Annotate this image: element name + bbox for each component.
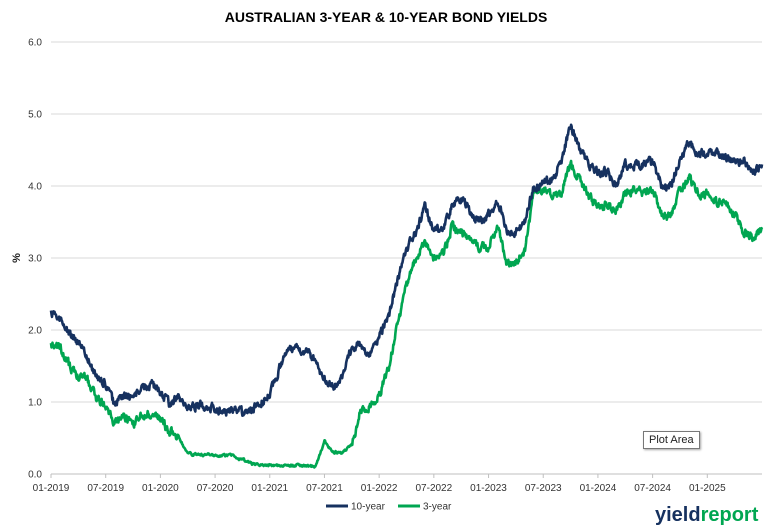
legend-label: 10-year bbox=[351, 502, 386, 513]
y-tick-label: 6.0 bbox=[28, 38, 42, 49]
y-tick-label: 4.0 bbox=[28, 182, 42, 193]
plot-area-tooltip: Plot Area bbox=[643, 431, 700, 449]
gridlines bbox=[51, 41, 762, 403]
y-tick-label: 0.0 bbox=[28, 470, 42, 481]
series-line-3-year bbox=[49, 159, 764, 469]
svg-text:yieldreport: yieldreport bbox=[655, 504, 759, 526]
y-tick-label: 1.0 bbox=[28, 398, 42, 409]
legend-label: 3-year bbox=[423, 502, 452, 513]
brand-yield: yield bbox=[655, 504, 701, 526]
x-tick-label: 07-2022 bbox=[415, 483, 452, 494]
y-tick-label: 3.0 bbox=[28, 254, 42, 265]
brand-report: report bbox=[701, 504, 759, 526]
y-axis: 0.0 1.0 2.0 3.0 4.0 5.0 6.0 bbox=[28, 38, 42, 481]
y-axis-label: % bbox=[11, 253, 23, 263]
x-tick-label: 01-2022 bbox=[361, 483, 398, 494]
x-tick-label: 01-2024 bbox=[580, 483, 617, 494]
series-lines bbox=[49, 123, 764, 469]
x-tick-label: 07-2024 bbox=[634, 483, 671, 494]
x-tick-label: 01-2019 bbox=[33, 483, 70, 494]
x-tick-label: 01-2023 bbox=[470, 483, 507, 494]
brand-logo: yieldreport bbox=[655, 504, 759, 526]
x-tick-label: 01-2020 bbox=[142, 483, 179, 494]
y-tick-label: 5.0 bbox=[28, 110, 42, 121]
x-tick-label: 07-2023 bbox=[525, 483, 562, 494]
x-tick-label: 07-2021 bbox=[306, 483, 343, 494]
x-tick-label: 07-2020 bbox=[197, 483, 234, 494]
x-tick-label: 01-2021 bbox=[251, 483, 288, 494]
x-tick-label: 01-2025 bbox=[689, 483, 726, 494]
series-line-10-year bbox=[49, 123, 764, 418]
y-tick-label: 2.0 bbox=[28, 326, 42, 337]
legend: 10-year 3-year bbox=[326, 502, 452, 513]
chart-title: AUSTRALIAN 3-YEAR & 10-YEAR BOND YIELDS bbox=[225, 9, 548, 25]
x-axis: 01-2019 07-2019 01-2020 07-2020 01-2021 07-20… bbox=[33, 473, 762, 494]
x-tick-label: 07-2019 bbox=[87, 483, 124, 494]
